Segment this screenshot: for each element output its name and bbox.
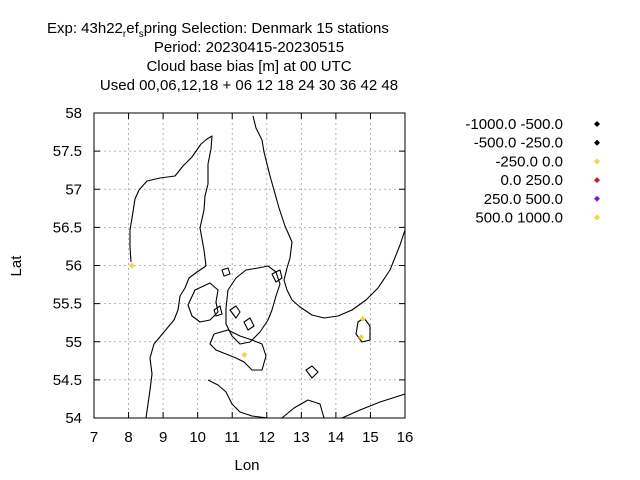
data-point bbox=[129, 262, 136, 269]
legend-marker bbox=[594, 158, 600, 165]
legend: -1000.0 -500.0 -500.0 -250.0-250.0 0.0 0.0… bbox=[465, 116, 600, 227]
legend-marker bbox=[594, 139, 600, 146]
y-axis-label: Lat bbox=[8, 255, 25, 277]
x-tick-label: 9 bbox=[159, 429, 167, 446]
y-tick-label: 55.5 bbox=[53, 296, 82, 313]
x-tick-label: 10 bbox=[189, 429, 206, 446]
grid bbox=[94, 113, 405, 418]
chart-title-line4: Used 00,06,12,18 + 06 12 18 24 30 36 42 … bbox=[100, 77, 398, 94]
x-tick-label: 16 bbox=[397, 429, 414, 446]
x-tick-label: 14 bbox=[328, 429, 345, 446]
y-tick-label: 58 bbox=[65, 105, 82, 122]
x-axis: 7 8 9 10 11 12 13 14 15 16 bbox=[90, 113, 414, 446]
legend-marker bbox=[594, 121, 600, 127]
legend-label: 500.0 1000.0 bbox=[475, 210, 563, 227]
chart-title-line1: Exp: 43h22refspring Selection: Denmark 1… bbox=[47, 20, 389, 40]
y-tick-label: 56 bbox=[65, 258, 82, 275]
legend-label: 0.0 250.0 bbox=[500, 172, 563, 189]
y-axis: 54 54.5 55 55.5 56 56.5 57 57.5 58 bbox=[53, 105, 405, 427]
y-tick-label: 55 bbox=[65, 334, 82, 351]
legend-label: -250.0 0.0 bbox=[495, 153, 563, 170]
x-tick-label: 12 bbox=[258, 429, 275, 446]
legend-marker bbox=[594, 214, 600, 221]
chart-title-line2: Period: 20230415-20230515 bbox=[154, 39, 344, 56]
y-tick-label: 57.5 bbox=[53, 143, 82, 160]
legend-label: -500.0 -250.0 bbox=[474, 135, 563, 152]
x-tick-label: 11 bbox=[224, 429, 240, 446]
x-tick-label: 15 bbox=[362, 429, 379, 446]
y-tick-label: 57 bbox=[65, 181, 82, 198]
data-points bbox=[129, 262, 366, 358]
legend-marker bbox=[594, 177, 600, 184]
y-tick-label: 56.5 bbox=[53, 219, 82, 236]
x-axis-label: Lon bbox=[234, 457, 259, 474]
legend-marker bbox=[594, 195, 600, 202]
legend-label: -1000.0 -500.0 bbox=[465, 116, 563, 133]
y-tick-label: 54.5 bbox=[53, 372, 82, 389]
data-point bbox=[359, 315, 366, 322]
data-point bbox=[241, 351, 248, 358]
chart-title-line3: Cloud base bias [m] at 00 UTC bbox=[146, 58, 351, 75]
y-tick-label: 54 bbox=[65, 410, 82, 427]
x-tick-label: 7 bbox=[90, 429, 98, 446]
data-point bbox=[358, 334, 365, 341]
coastline-map bbox=[129, 115, 406, 419]
x-tick-label: 8 bbox=[124, 429, 132, 446]
legend-label: 250.0 500.0 bbox=[484, 191, 563, 208]
x-tick-label: 13 bbox=[293, 429, 310, 446]
